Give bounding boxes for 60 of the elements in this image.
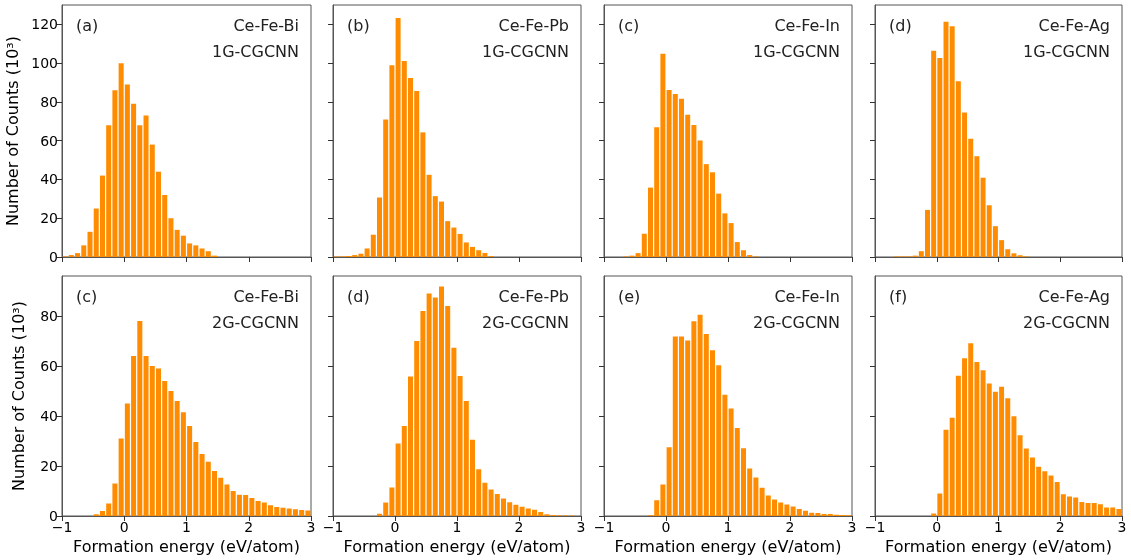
x-axis-title: Formation energy (eV/atom)	[343, 537, 571, 557]
x-tick-label: 0	[390, 519, 400, 535]
x-tick-label: 1	[723, 519, 733, 535]
y-tick-label: 80	[40, 93, 58, 110]
y-axis-title: Number of Counts (10³)	[8, 300, 28, 492]
annotation: 2G-CGCNN	[211, 312, 299, 332]
x-tick-label: −1	[593, 519, 615, 535]
x-tick-label: −1	[322, 519, 344, 535]
annotation: Ce-Fe-In	[774, 286, 840, 306]
y-tick-label: 60	[40, 132, 58, 149]
x-tick-label: 1	[994, 519, 1003, 535]
annotation: (a)	[76, 15, 99, 35]
annotation: 1G-CGCNN	[1022, 41, 1110, 61]
y-tick-label: 120	[31, 16, 58, 33]
x-tick-label: 1	[452, 519, 462, 535]
annotation: (d)	[889, 15, 912, 35]
x-tick-label: 2	[1055, 519, 1065, 535]
x-axis-title: Formation energy (eV/atom)	[885, 537, 1112, 557]
annotation: (c)	[76, 286, 98, 306]
y-tick-label: 60	[40, 358, 58, 374]
y-tick-label: 80	[40, 308, 58, 324]
annotation: (e)	[618, 286, 641, 306]
y-tick-label: 40	[40, 171, 58, 188]
annotation: Ce-Fe-Bi	[233, 15, 299, 35]
x-tick-label: 3	[576, 519, 586, 535]
x-tick-label: 2	[514, 519, 524, 535]
y-tick-label: 20	[40, 458, 58, 474]
annotation: (d)	[347, 286, 370, 306]
x-tick-label: 0	[119, 519, 129, 535]
x-tick-label: 3	[847, 519, 857, 535]
y-axis-title: Number of Counts (10³)	[2, 35, 22, 227]
x-tick-label: −1	[864, 519, 886, 535]
annotation: Ce-Fe-In	[774, 15, 840, 35]
annotation: (f)	[889, 286, 908, 306]
x-tick-label: 3	[306, 519, 316, 535]
annotation: (c)	[618, 15, 640, 35]
annotation: Ce-Fe-Ag	[1038, 286, 1110, 306]
annotation: 1G-CGCNN	[211, 41, 299, 61]
x-axis-title: Formation energy (eV/atom)	[73, 537, 300, 557]
annotation: Ce-Fe-Pb	[498, 15, 569, 35]
x-tick-label: 3	[1117, 519, 1127, 535]
x-tick-label: 0	[932, 519, 942, 535]
y-tick-label: 40	[40, 408, 58, 424]
annotation: 1G-CGCNN	[481, 41, 569, 61]
x-tick-label: 1	[182, 519, 191, 535]
x-axis-title: Formation energy (eV/atom)	[614, 537, 842, 557]
y-tick-label: 20	[40, 210, 58, 227]
annotation: 2G-CGCNN	[1022, 312, 1110, 332]
annotation: 1G-CGCNN	[752, 41, 840, 61]
y-tick-label: 100	[31, 55, 58, 72]
annotation: Ce-Fe-Ag	[1038, 15, 1110, 35]
annotation: 2G-CGCNN	[752, 312, 840, 332]
x-tick-label: 2	[244, 519, 254, 535]
annotation: (b)	[347, 15, 370, 35]
annotation: Ce-Fe-Pb	[498, 286, 569, 306]
x-tick-label: 0	[661, 519, 671, 535]
annotation: 2G-CGCNN	[481, 312, 569, 332]
x-tick-label: 2	[785, 519, 795, 535]
y-tick-label: 0	[49, 249, 58, 265]
annotation: Ce-Fe-Bi	[233, 286, 299, 306]
